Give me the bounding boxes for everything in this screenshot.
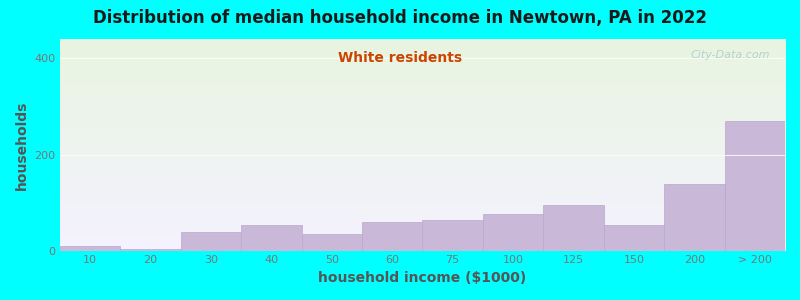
Bar bbox=[302, 234, 362, 251]
Bar bbox=[362, 222, 422, 251]
Bar bbox=[181, 232, 241, 251]
Bar bbox=[483, 214, 543, 251]
Text: White residents: White residents bbox=[338, 51, 462, 65]
Bar bbox=[604, 225, 664, 251]
X-axis label: household income ($1000): household income ($1000) bbox=[318, 271, 526, 285]
Bar bbox=[120, 249, 181, 251]
Text: Distribution of median household income in Newtown, PA in 2022: Distribution of median household income … bbox=[93, 9, 707, 27]
Bar bbox=[241, 225, 302, 251]
Text: City-Data.com: City-Data.com bbox=[691, 50, 770, 60]
Bar bbox=[60, 247, 120, 251]
Bar bbox=[664, 184, 725, 251]
Bar bbox=[422, 220, 483, 251]
Y-axis label: households: households bbox=[15, 100, 29, 190]
Bar bbox=[725, 121, 785, 251]
Bar bbox=[543, 206, 604, 251]
